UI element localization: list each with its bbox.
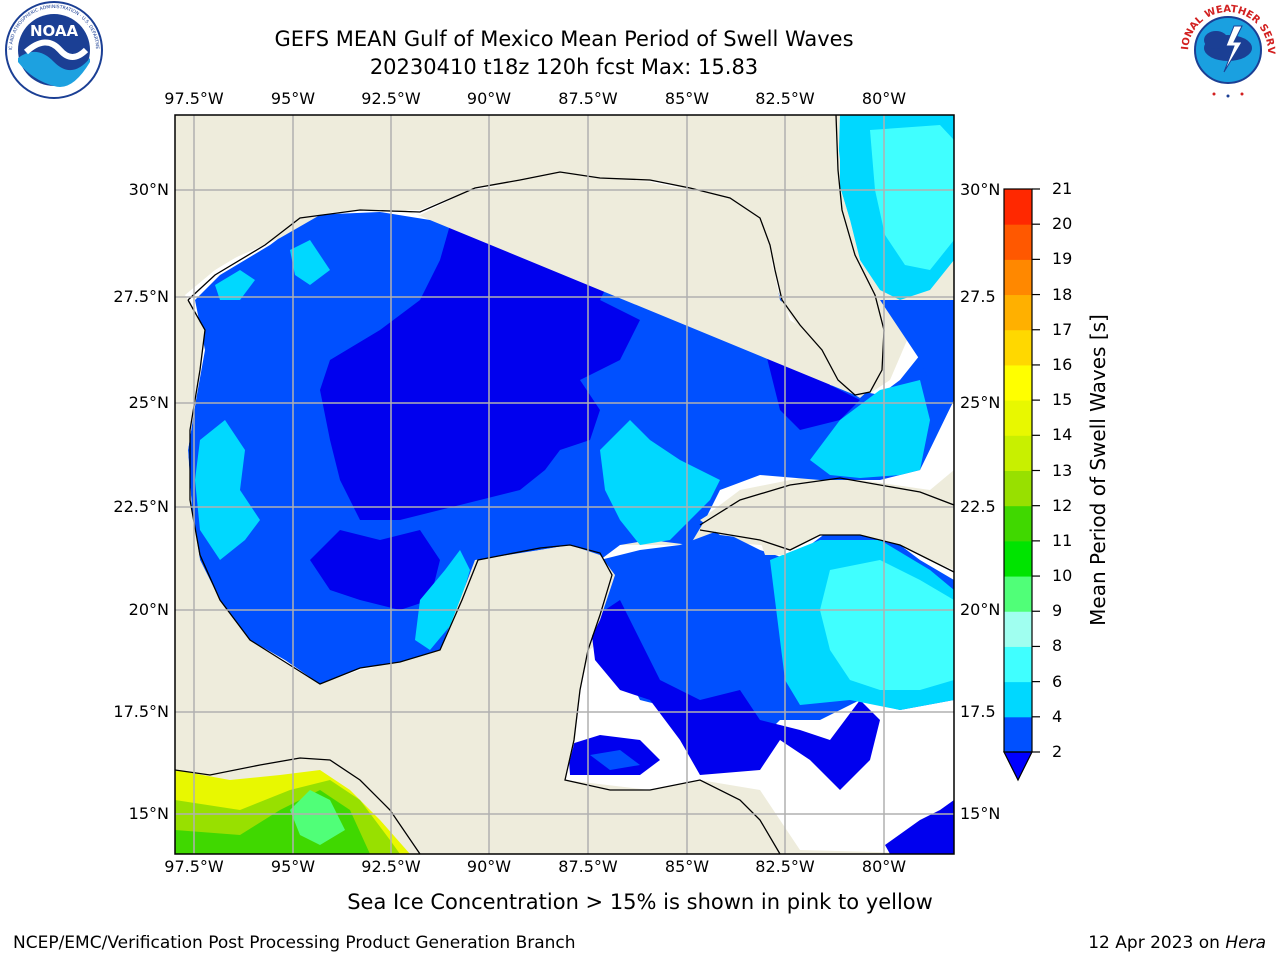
cuba-land: [700, 480, 954, 570]
colorbar-tick-label: 21: [1052, 179, 1073, 198]
us-gulf-coast-land: [175, 115, 885, 395]
colorbar-tick-label: 18: [1052, 284, 1073, 304]
swell-period-4-6s-north: [290, 240, 330, 285]
lon-label-top: 80°W: [861, 89, 907, 108]
lat-label-right: 22.5: [960, 497, 996, 516]
map-title: GEFS MEAN Gulf of Mexico Mean Period of …: [274, 27, 854, 51]
lon-label-bottom: 87.5°W: [558, 857, 618, 876]
swell-period-under-2s-west: [310, 530, 440, 610]
colorbar-tick-label: 17: [1052, 319, 1073, 339]
graticule: [175, 115, 954, 854]
swell-period-2-4s-honduras: [590, 750, 640, 770]
colorbar-tick-label: 4: [1052, 706, 1063, 726]
lat-label-right: 17.5: [960, 702, 996, 721]
lat-label-left: 20°N: [128, 600, 169, 619]
swell-period-4-6s-nw: [215, 270, 255, 300]
swell-period-4-6s-straits: [810, 380, 930, 478]
map-subtitle: 20230410 t18z 120h fcst Max: 15.83: [369, 55, 759, 79]
date-stamp: 12 Apr 2023 on Hera: [1088, 933, 1266, 953]
sea-ice-note: Sea Ice Concentration > 15% is shown in …: [347, 890, 933, 914]
mexico-land: [175, 300, 800, 854]
lon-label-top: 85°W: [664, 89, 710, 108]
lon-label-bottom: 92.5°W: [361, 857, 421, 876]
colorbar-tick-label: 10: [1052, 566, 1073, 586]
coastlines: [175, 115, 954, 854]
lon-label-bottom: 90°W: [466, 857, 512, 876]
colorbar-tick-label: 19: [1052, 249, 1073, 269]
lon-label-top: 90°W: [466, 89, 512, 108]
lon-label-bottom: 80°W: [861, 857, 907, 876]
lon-label-top: 82.5°W: [755, 89, 815, 108]
swell-period-4-6s-central: [600, 420, 720, 545]
lon-label-top: 87.5°W: [558, 89, 618, 108]
colorbar-tick-label: 14: [1052, 425, 1073, 445]
lat-label-right: 15°N: [960, 804, 1001, 823]
credit-text: NCEP/EMC/Verification Post Processing Pr…: [13, 933, 576, 953]
swell-period-4-6s-bay: [415, 550, 470, 650]
noaa-logo-icon: NOAA NATIONAL OCEANIC AND ATMOSPHERIC AD…: [2, 0, 103, 99]
colorbar-tick-label: 20: [1052, 214, 1073, 234]
lat-label-left: 22.5°N: [113, 497, 169, 516]
lon-label-bottom: 95°W: [270, 857, 316, 876]
colorbar-tick-label: 15: [1052, 390, 1073, 410]
colorbar-tick-label: 13: [1052, 460, 1073, 480]
colorbar-tick-label: 11: [1052, 530, 1073, 550]
lon-label-top: 97.5°W: [164, 89, 224, 108]
lon-label-bottom: 85°W: [664, 857, 710, 876]
lat-label-right: 30°N: [960, 180, 1001, 199]
swell-period-4-6s-west: [195, 420, 260, 560]
lat-label-right: 27.5: [960, 287, 996, 306]
lat-label-left: 15°N: [128, 804, 169, 823]
host-name: Hera: [1225, 933, 1266, 953]
colorbar-label: Mean Period of Swell Waves [s]: [1086, 314, 1110, 626]
colorbar-tick-label: 9: [1052, 601, 1063, 621]
florida-peninsula-land: [770, 170, 885, 398]
nws-logo-icon: NATIONAL WEATHER SERVICE: [1176, 0, 1276, 98]
lat-label-left: 17.5°N: [113, 702, 169, 721]
map-frame: [174, 114, 955, 855]
lon-label-bottom: 82.5°W: [755, 857, 815, 876]
date-text: 12 Apr 2023 on: [1088, 933, 1226, 953]
lat-label-left: 27.5°N: [113, 287, 169, 306]
colorbar-tick-label: 6: [1052, 671, 1063, 691]
lon-label-top: 95°W: [270, 89, 316, 108]
swell-period-2-4s-bahamas: [880, 300, 954, 395]
lat-label-left: 30°N: [128, 180, 169, 199]
swell-period-6-8s-caribbean: [820, 560, 954, 690]
colorbar-tick-label: 12: [1052, 495, 1073, 515]
lon-label-bottom: 97.5°W: [164, 857, 224, 876]
colorbar-tick-label: 8: [1052, 636, 1063, 656]
noaa-logo-text: NOAA: [30, 22, 79, 40]
colorbar-tick-label: 2: [1052, 742, 1063, 761]
lat-label-right: 25°N: [960, 393, 1001, 412]
lon-label-top: 92.5°W: [361, 89, 421, 108]
lat-label-left: 25°N: [128, 393, 169, 412]
swell-period-under-2s-caribbean: [590, 600, 880, 790]
colorbar-tick-label: 16: [1052, 354, 1073, 374]
swell-period-6-8s-atlantic: [870, 125, 954, 270]
lat-label-right: 20°N: [960, 600, 1001, 619]
